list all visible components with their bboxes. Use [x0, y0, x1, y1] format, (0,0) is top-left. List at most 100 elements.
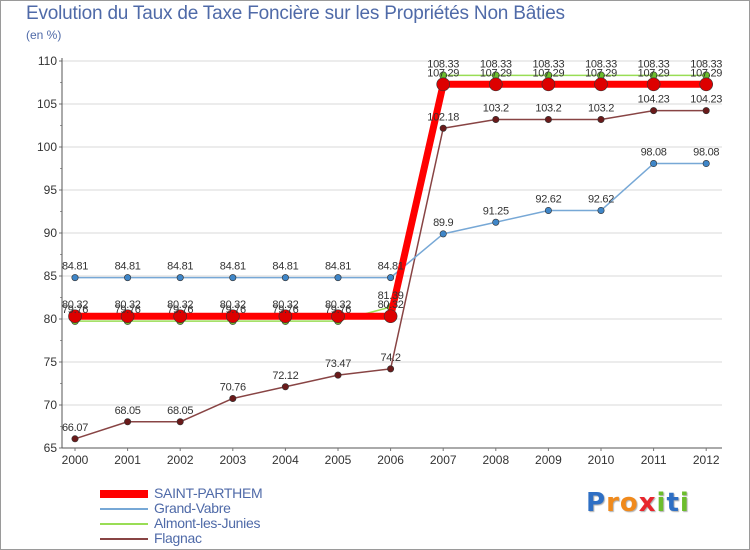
data-point-grand-vabre: [229, 274, 237, 282]
series-flagnac: [71, 107, 710, 443]
data-label-flagnac: 70.76: [220, 381, 246, 393]
proxiti-logo: Proxiti: [586, 488, 690, 518]
logo-letter: i: [679, 488, 690, 518]
data-label-grand-vabre: 92.62: [588, 193, 614, 205]
data-point-grand-vabre: [281, 274, 289, 282]
data-point-flagnac: [387, 365, 395, 373]
legend-label-grand-vabre: Grand-Vabre: [154, 500, 231, 516]
data-label-almont-les-junies: 81.39: [378, 290, 404, 302]
data-label-almont-les-junies: 108.33: [585, 58, 617, 70]
logo-letter: i: [656, 488, 667, 518]
data-point-flagnac: [229, 394, 237, 402]
data-label-grand-vabre: 84.81: [115, 261, 141, 273]
x-tick-label: 2003: [219, 453, 246, 467]
plot-area: [62, 58, 722, 448]
data-label-flagnac: 103.2: [483, 102, 509, 114]
data-label-grand-vabre: 98.08: [693, 147, 719, 159]
data-label-flagnac: 104.23: [690, 94, 722, 106]
logo-letter: x: [638, 488, 657, 518]
y-tick-label: 105: [37, 97, 57, 111]
data-label-saint-parthem: 107.29: [690, 67, 722, 79]
data-label-saint-parthem: 107.29: [532, 67, 564, 79]
x-tick-label: 2000: [62, 453, 89, 467]
data-point-flagnac: [176, 418, 184, 426]
y-tick-label: 95: [44, 183, 58, 197]
data-point-grand-vabre: [650, 160, 658, 168]
x-tick-label: 2005: [325, 453, 352, 467]
data-point-flagnac: [439, 124, 447, 132]
chart-title: Evolution du Taux de Taxe Foncière sur l…: [26, 3, 565, 24]
data-point-saint-parthem: [541, 77, 556, 92]
legend-label-saint-parthem: SAINT-PARTHEM: [154, 485, 263, 501]
data-label-saint-parthem: 80.32: [220, 299, 246, 311]
data-label-almont-les-junies: 79.76: [325, 304, 351, 316]
data-point-saint-parthem: [436, 77, 451, 92]
data-point-grand-vabre: [387, 274, 395, 282]
logo-letter: o: [619, 488, 639, 518]
data-label-grand-vabre: 91.25: [483, 205, 509, 217]
data-label-saint-parthem: 107.29: [427, 67, 459, 79]
data-point-saint-parthem: [173, 309, 187, 324]
data-point-saint-parthem: [699, 77, 714, 92]
data-point-saint-parthem: [226, 309, 240, 324]
data-label-flagnac: 103.2: [588, 102, 614, 114]
data-label-grand-vabre: 92.62: [535, 193, 561, 205]
series-saint-parthem: [68, 77, 714, 324]
y-tick-label: 80: [44, 312, 58, 326]
data-label-grand-vabre: 84.81: [167, 261, 193, 273]
data-label-flagnac: 103.2: [535, 102, 561, 114]
data-point-grand-vabre: [702, 160, 710, 168]
data-label-saint-parthem: 80.32: [378, 299, 404, 311]
data-point-grand-vabre: [334, 274, 342, 282]
data-point-flagnac: [281, 383, 289, 391]
logo-letter: r: [606, 488, 620, 518]
data-label-flagnac: 66.07: [62, 422, 88, 434]
x-tick-label: 2001: [114, 453, 141, 467]
y-tick-label: 75: [44, 355, 58, 369]
data-point-grand-vabre: [544, 206, 552, 214]
data-label-almont-les-junies: 79.76: [220, 304, 246, 316]
data-point-saint-parthem: [331, 309, 345, 324]
data-point-flagnac: [124, 418, 132, 426]
data-label-almont-les-junies: 108.33: [638, 58, 670, 70]
legend-swatch-saint-parthem: [100, 490, 148, 498]
data-label-almont-les-junies: 79.76: [115, 304, 141, 316]
data-label-saint-parthem: 80.32: [325, 299, 351, 311]
data-label-grand-vabre: 84.81: [220, 261, 246, 273]
x-tick-label: 2011: [641, 453, 667, 467]
data-point-saint-parthem: [383, 309, 398, 324]
data-label-saint-parthem: 107.29: [638, 67, 670, 79]
data-point-saint-parthem: [646, 77, 661, 92]
data-label-flagnac: 102.18: [427, 111, 459, 123]
legend-label-almont-les-junies: Almont-les-Junies: [154, 515, 261, 531]
data-label-almont-les-junies: 108.33: [690, 58, 722, 70]
data-point-flagnac: [597, 115, 605, 123]
data-point-grand-vabre: [71, 274, 79, 282]
logo-letter: P: [586, 488, 607, 518]
data-point-grand-vabre: [176, 274, 184, 282]
legend-swatch-flagnac: [100, 538, 148, 540]
data-point-saint-parthem: [488, 77, 503, 92]
data-label-saint-parthem: 107.29: [585, 67, 617, 79]
data-point-saint-parthem: [594, 77, 608, 92]
data-label-flagnac: 104.23: [638, 94, 670, 106]
data-point-flagnac: [71, 435, 79, 443]
data-label-flagnac: 73.47: [325, 358, 351, 370]
x-tick-label: 2012: [693, 453, 720, 467]
data-point-saint-parthem: [68, 309, 82, 324]
legend-swatch-grand-vabre: [100, 508, 148, 510]
y-tick-label: 100: [37, 140, 57, 154]
data-label-almont-les-junies: 108.33: [427, 58, 459, 70]
legend-swatch-almont-les-junies: [100, 523, 148, 525]
y-tick-label: 110: [38, 54, 57, 68]
data-label-saint-parthem: 80.32: [167, 299, 193, 311]
y-tick-label: 65: [44, 441, 58, 455]
x-tick-label: 2006: [377, 453, 404, 467]
data-label-flagnac: 68.05: [167, 405, 193, 417]
x-tick-label: 2007: [430, 453, 457, 467]
data-label-saint-parthem: 80.32: [272, 299, 298, 311]
data-label-almont-les-junies: 108.33: [480, 58, 512, 70]
data-point-saint-parthem: [278, 309, 293, 324]
data-label-grand-vabre: 84.81: [272, 261, 298, 273]
